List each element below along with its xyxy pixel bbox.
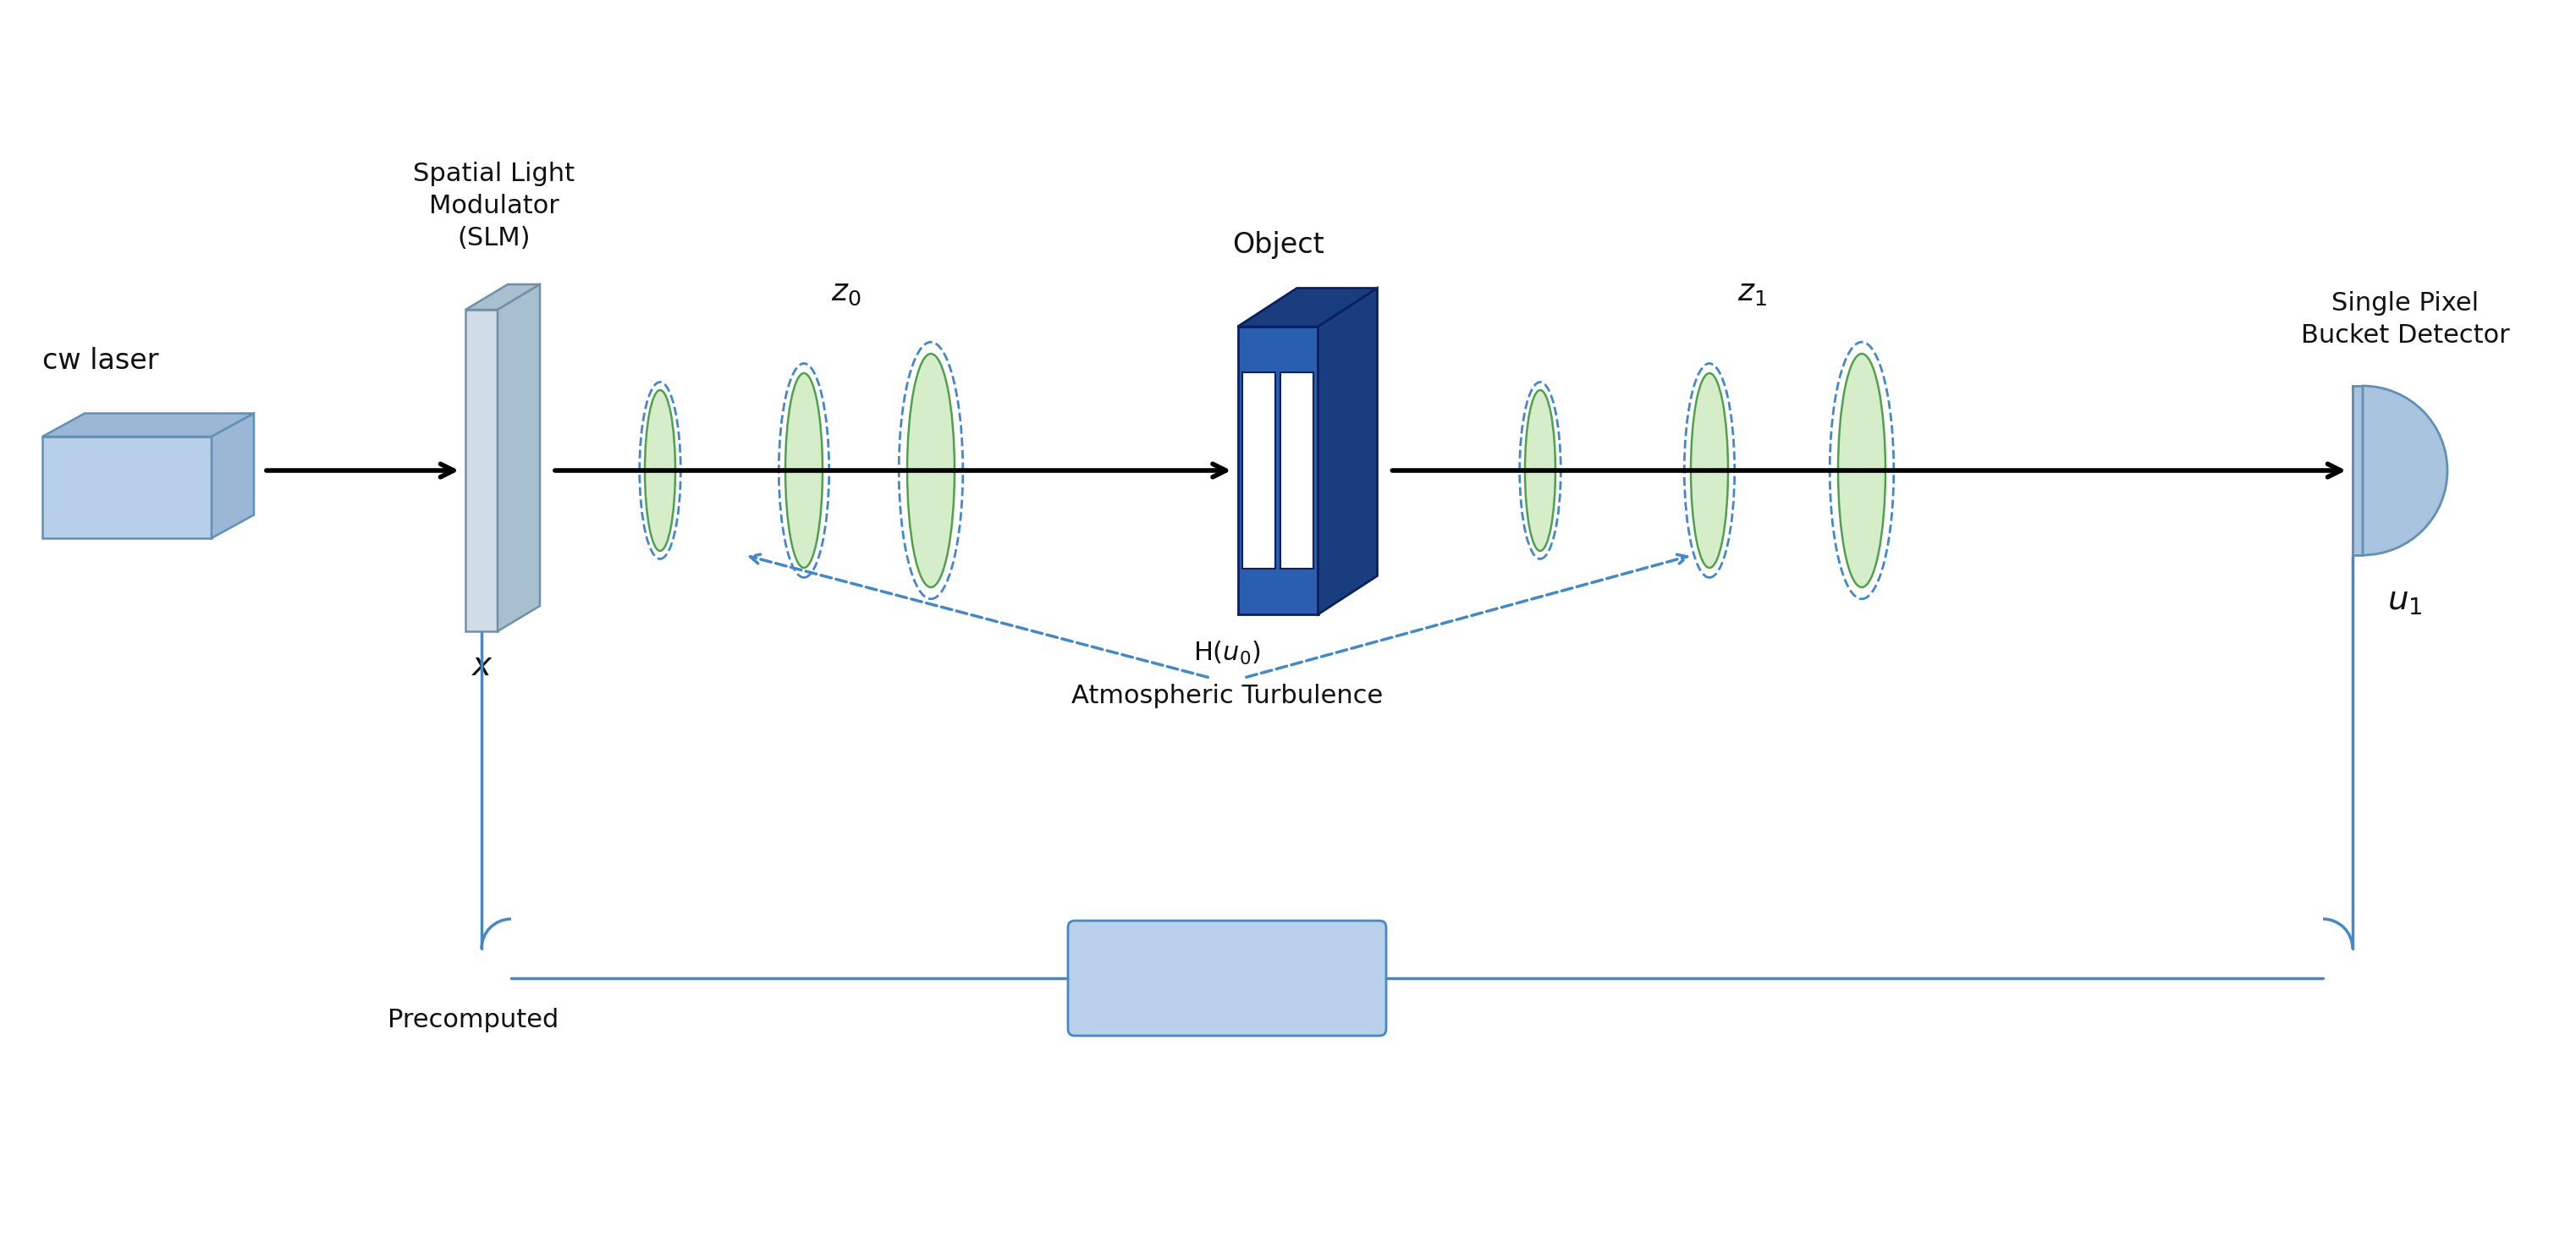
Polygon shape	[41, 437, 211, 538]
Ellipse shape	[1839, 353, 1886, 587]
Ellipse shape	[1690, 373, 1728, 568]
Polygon shape	[497, 285, 541, 631]
Polygon shape	[41, 413, 255, 437]
Text: $z_0$: $z_0$	[832, 279, 860, 307]
Text: $u_1$: $u_1$	[2388, 585, 2421, 617]
Text: H($u_0$): H($u_0$)	[1193, 639, 1260, 667]
Ellipse shape	[907, 353, 956, 587]
Text: cw laser: cw laser	[41, 347, 160, 375]
Polygon shape	[211, 413, 255, 538]
FancyBboxPatch shape	[1069, 921, 1386, 1035]
Polygon shape	[2352, 386, 2362, 555]
Polygon shape	[1236, 327, 1319, 615]
Polygon shape	[1236, 289, 1378, 327]
Ellipse shape	[1525, 390, 1556, 551]
Wedge shape	[2362, 386, 2447, 555]
Ellipse shape	[786, 373, 822, 568]
Text: Atmospheric Turbulence: Atmospheric Turbulence	[1072, 683, 1383, 708]
Polygon shape	[1242, 372, 1275, 568]
Text: $z_1$: $z_1$	[1736, 279, 1767, 307]
Polygon shape	[466, 310, 497, 631]
Ellipse shape	[644, 390, 675, 551]
Text: Correlator: Correlator	[1157, 964, 1298, 992]
Text: Precomputed: Precomputed	[386, 1008, 559, 1033]
Text: Object: Object	[1231, 231, 1324, 259]
Polygon shape	[466, 285, 541, 310]
Text: Spatial Light
Modulator
(SLM): Spatial Light Modulator (SLM)	[412, 161, 574, 251]
Text: Single Pixel
Bucket Detector: Single Pixel Bucket Detector	[2300, 291, 2509, 347]
Text: $x$: $x$	[471, 649, 492, 682]
Polygon shape	[1280, 372, 1314, 568]
Polygon shape	[1319, 289, 1378, 615]
